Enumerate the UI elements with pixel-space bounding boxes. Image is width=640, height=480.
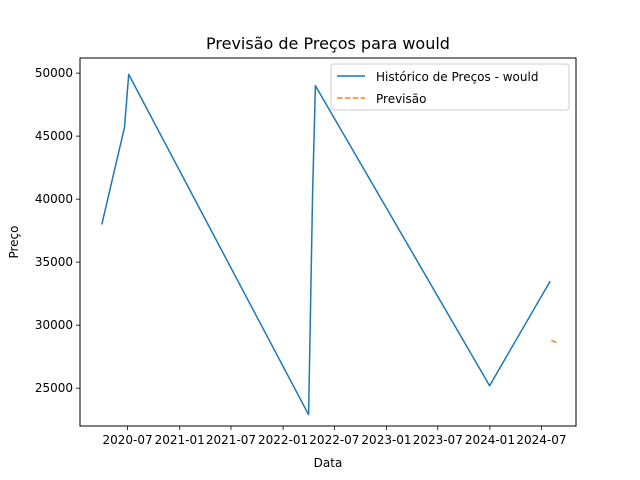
y-tick-label: 45000 — [35, 129, 73, 143]
y-tick-label: 50000 — [35, 66, 73, 80]
y-tick-label: 35000 — [35, 255, 73, 269]
legend: Histórico de Preços - would Previsão — [330, 63, 570, 111]
series-line-forecast — [551, 339, 558, 344]
y-tick-label: 40000 — [35, 192, 73, 206]
y-axis-label: Preço — [7, 225, 21, 258]
series-layer — [101, 73, 558, 416]
x-tick-label: 2023-07 — [413, 433, 463, 447]
x-tick-label: 2024-07 — [516, 433, 566, 447]
legend-label-forecast: Previsão — [376, 92, 426, 106]
y-axis-ticks: 25000 30000 35000 40000 45000 50000 — [35, 66, 80, 395]
x-tick-label: 2021-07 — [206, 433, 256, 447]
chart-title: Previsão de Preços para would — [206, 34, 450, 53]
x-tick-label: 2022-07 — [309, 433, 359, 447]
x-tick-label: 2023-01 — [361, 433, 411, 447]
legend-label-history: Histórico de Preços - would — [376, 70, 538, 84]
x-tick-label: 2020-07 — [103, 433, 153, 447]
legend-box — [330, 63, 570, 111]
series-line-history — [101, 73, 551, 416]
y-tick-label: 25000 — [35, 381, 73, 395]
x-tick-label: 2024-01 — [465, 433, 515, 447]
y-tick-label: 30000 — [35, 318, 73, 332]
plot-frame — [79, 57, 577, 427]
x-axis-ticks: 2020-07 2021-01 2021-07 2022-01 2022-07 2023-… — [103, 426, 567, 447]
x-axis-label: Data — [314, 456, 343, 470]
x-tick-label: 2022-01 — [258, 433, 308, 447]
x-tick-label: 2021-01 — [155, 433, 205, 447]
